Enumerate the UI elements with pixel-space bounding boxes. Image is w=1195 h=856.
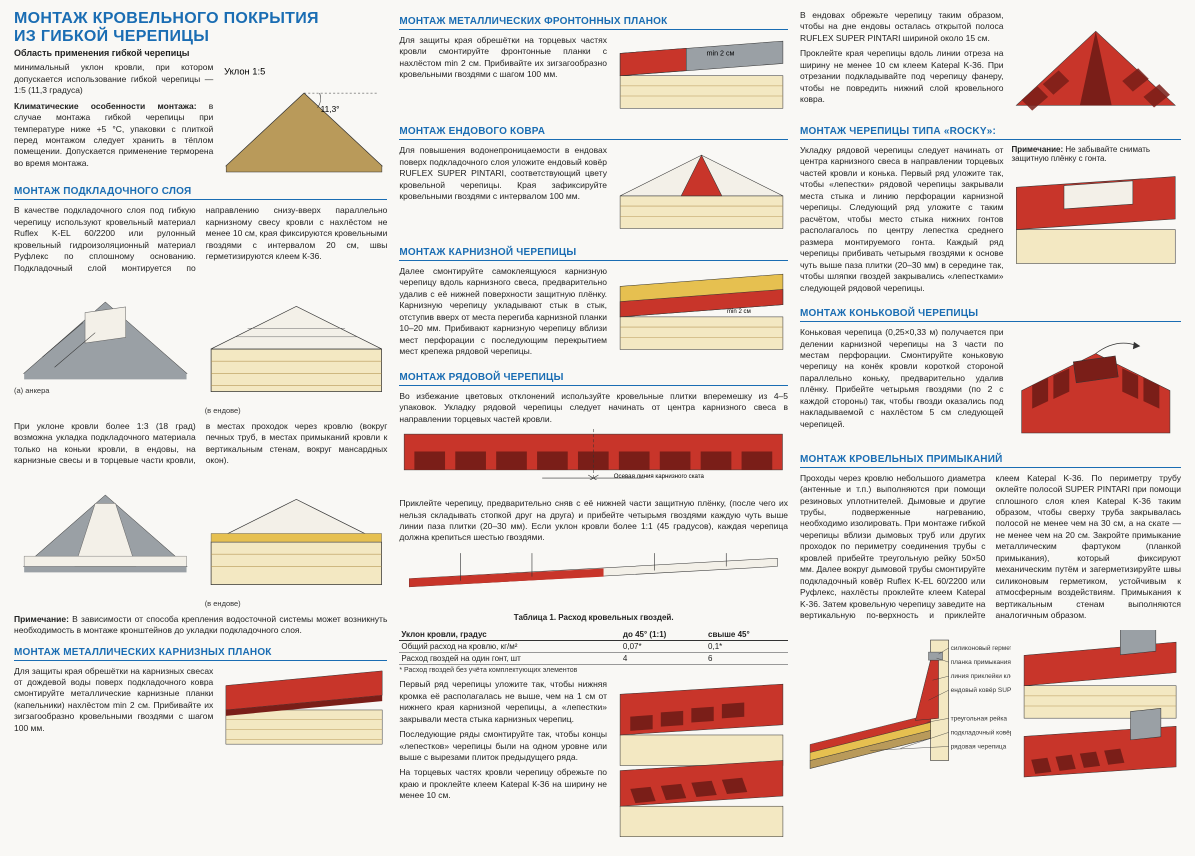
fig-rocky: Примечание: Не забывайте снимать защитну… (1011, 145, 1181, 272)
main-title: МОНТАЖ КРОВЕЛЬНОГО ПОКРЫТИЯ ИЗ ГИБКОЙ ЧЕ… (14, 10, 387, 45)
fig-eaves-plank (221, 666, 387, 754)
svg-text:силиконовый герметик: силиконовый герметик (951, 644, 1011, 652)
h-row-shingle: МОНТАЖ РЯДОВОЙ ЧЕРЕПИЦЫ (399, 372, 788, 386)
fig-underlay-b: (в ендове) (205, 282, 388, 415)
p-valley-cut-1: В ендовах обрежьте черепицу таким образо… (800, 10, 1003, 44)
p-valley: Для повышения водонепроницаемости в ендо… (399, 145, 607, 202)
h-valley: МОНТАЖ ЕНДОВОГО КОВРА (399, 126, 788, 140)
svg-text:min 2 см: min 2 см (727, 308, 751, 315)
fig-underlay-c (14, 475, 197, 576)
p-underlay: В качестве подкладочного слоя под гибкую… (14, 205, 387, 274)
fig-gable-plank: min 2 см (615, 35, 788, 116)
h-underlay: МОНТАЖ ПОДКЛАДОЧНОГО СЛОЯ (14, 186, 387, 200)
svg-text:Уклон 1:5: Уклон 1:5 (224, 67, 265, 77)
fig-valley (615, 145, 788, 237)
fig-abutment-section: силиконовый герметик планка примыкания л… (800, 630, 1011, 781)
h-abutment: МОНТАЖ КРОВЕЛЬНЫХ ПРИМЫКАНИЙ (800, 454, 1181, 468)
svg-text:11,3°: 11,3° (321, 104, 340, 114)
p-underlay-2: При уклоне кровли более 1:3 (18 град) во… (14, 421, 387, 467)
p-row-1: Во избежание цветовых отклонений использ… (399, 391, 788, 425)
intro-climate: Климатические особенности монтажа: в слу… (14, 101, 213, 170)
p-abutment: Проходы через кровлю небольшого диаметра… (800, 473, 1181, 622)
fig-eave-shingle: min 2 см (615, 266, 788, 358)
fig-valley-cut (1011, 10, 1181, 116)
fig-row-plan: Осевая линия карнизного ската (399, 429, 788, 494)
intro-slope: минимальный уклон кровли, при котором до… (14, 62, 213, 96)
svg-text:ендовый ковёр SUPER PINTARI: ендовый ковёр SUPER PINTARI (951, 686, 1011, 694)
h-eaves-plank: МОНТАЖ МЕТАЛЛИЧЕСКИХ КАРНИЗНЫХ ПЛАНОК (14, 647, 387, 661)
fig-underlay-a: (а) анкера (14, 282, 197, 394)
subtitle: Область применения гибкой черепицы (14, 48, 387, 58)
svg-text:треугольная рейка: треугольная рейка (951, 714, 1008, 722)
p-ridge: Коньковая черепица (0,25×0,33 м) получае… (800, 327, 1003, 430)
fig-abutment-iso (1019, 630, 1181, 782)
h-gable-plank: МОНТАЖ МЕТАЛЛИЧЕСКИХ ФРОНТОННЫХ ПЛАНОК (399, 16, 788, 30)
svg-text:планка примыкания: планка примыкания (951, 659, 1011, 666)
h-eave-shingle: МОНТАЖ КАРНИЗНОЙ ЧЕРЕПИЦЫ (399, 247, 788, 261)
tbl-title: Таблица 1. Расход кровельных гвоздей. (399, 613, 788, 622)
p-gable-plank: Для защиты края обрешётки на торцевых ча… (399, 35, 607, 81)
tbl-footnote: * Расход гвоздей без учёта комплектующих… (399, 667, 788, 675)
p-row-5: На торцевых частях кровли черепицу обреж… (399, 767, 607, 801)
fig-underlay-d: (в ендове) (205, 475, 388, 608)
fig-ridge (1011, 327, 1181, 444)
svg-text:min 2 см: min 2 см (707, 49, 735, 57)
note-underlay: Примечание: В зависимости от способа кре… (14, 614, 387, 637)
p-valley-cut-2: Проклейте края черепицы вдоль линии отре… (800, 48, 1003, 105)
svg-text:Осевая линия карнизного ската: Осевая линия карнизного ската (614, 473, 705, 480)
h-ridge: МОНТАЖ КОНЬКОВОЙ ЧЕРЕПИЦЫ (800, 308, 1181, 322)
p-eaves-plank: Для защиты края обрешётки на карнизных с… (14, 666, 213, 735)
p-row-3: Первый ряд черепицы уложите так, чтобы н… (399, 679, 607, 725)
p-row-2: Приклейте черепицу, предварительно сняв … (399, 498, 788, 544)
fig-row-iso (615, 679, 788, 842)
svg-text:подкладочный ковёр: подкладочный ковёр (951, 728, 1011, 736)
svg-text:линия приклейки клеем K-36: линия приклейки клеем K-36 (951, 672, 1011, 680)
nail-table: Уклон кровли, градусдо 45° (1:1)свыше 45… (399, 629, 788, 665)
p-row-4: Последующие ряды смонтируйте так, чтобы … (399, 729, 607, 763)
svg-text:рядовая черепица: рядовая черепица (951, 743, 1007, 750)
fig-nail-section (399, 548, 788, 613)
p-eave-shingle: Далее смонтируйте самоклеящуюся карнизну… (399, 266, 607, 358)
p-rocky: Укладку рядовой черепицы следует начинат… (800, 145, 1003, 294)
fig-slope: Уклон 1:5 11,3° (221, 62, 387, 176)
h-rocky: МОНТАЖ ЧЕРЕПИЦЫ ТИПА «ROCKY»: (800, 126, 1181, 140)
